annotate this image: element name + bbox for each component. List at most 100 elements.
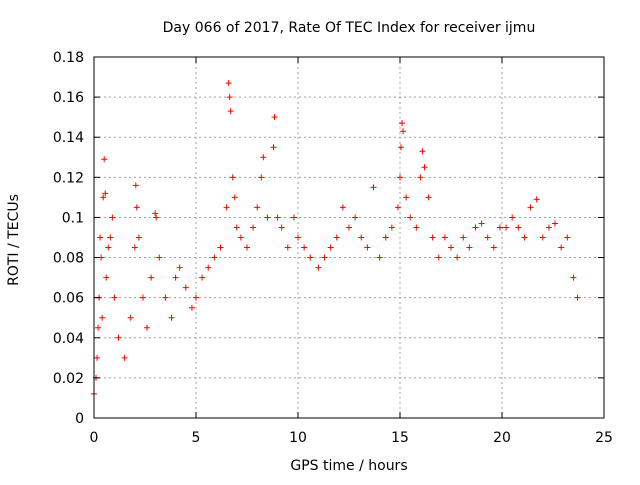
y-axis-title: ROTI / TECUs bbox=[6, 194, 22, 286]
data-point bbox=[264, 214, 271, 221]
data-point bbox=[121, 354, 128, 361]
data-point bbox=[421, 164, 428, 171]
data-point bbox=[558, 244, 565, 251]
x-tick-label: 10 bbox=[289, 430, 307, 446]
data-point bbox=[284, 244, 291, 251]
data-point bbox=[364, 244, 371, 251]
data-point bbox=[270, 144, 277, 151]
data-point bbox=[527, 204, 534, 211]
data-point bbox=[162, 294, 169, 301]
data-point bbox=[109, 214, 116, 221]
y-tick-label: 0.04 bbox=[53, 331, 84, 347]
data-point bbox=[103, 274, 110, 281]
data-point bbox=[307, 254, 314, 261]
data-point bbox=[99, 314, 106, 321]
data-point bbox=[139, 294, 146, 301]
data-point bbox=[425, 194, 432, 201]
data-point bbox=[132, 182, 139, 189]
data-point bbox=[398, 144, 405, 151]
x-tick-label: 25 bbox=[595, 430, 613, 446]
data-point bbox=[382, 234, 389, 241]
data-point bbox=[97, 234, 104, 241]
data-point bbox=[168, 314, 175, 321]
data-point bbox=[533, 196, 540, 203]
x-tick-label: 5 bbox=[192, 430, 201, 446]
data-point bbox=[429, 234, 436, 241]
y-tick-label: 0.06 bbox=[53, 291, 84, 307]
y-tick-label: 0.12 bbox=[53, 170, 84, 186]
data-point bbox=[403, 194, 410, 201]
y-tick-label: 0.16 bbox=[53, 90, 84, 106]
data-point bbox=[233, 224, 240, 231]
data-point bbox=[370, 184, 377, 191]
data-point bbox=[226, 94, 233, 101]
data-point bbox=[441, 234, 448, 241]
x-axis-title: GPS time / hours bbox=[290, 458, 407, 474]
y-tick-label: 0.02 bbox=[53, 371, 84, 387]
data-point bbox=[100, 194, 107, 201]
data-point bbox=[419, 148, 426, 155]
data-point bbox=[260, 154, 267, 161]
data-point bbox=[496, 224, 503, 231]
data-point bbox=[407, 214, 414, 221]
data-point bbox=[478, 220, 485, 227]
data-point bbox=[448, 244, 454, 251]
data-point bbox=[278, 224, 285, 231]
data-point bbox=[237, 234, 244, 241]
data-point bbox=[205, 264, 212, 271]
data-point bbox=[188, 304, 195, 311]
data-point bbox=[574, 294, 581, 301]
x-tick-label: 15 bbox=[391, 430, 409, 446]
data-point bbox=[148, 274, 155, 281]
data-point bbox=[153, 214, 160, 221]
data-point bbox=[290, 214, 297, 221]
data-point bbox=[515, 224, 522, 231]
data-point bbox=[229, 174, 236, 181]
data-point bbox=[545, 224, 552, 231]
data-point bbox=[315, 264, 322, 271]
data-point bbox=[172, 274, 179, 281]
data-point bbox=[244, 244, 250, 251]
data-point bbox=[156, 254, 163, 261]
data-point bbox=[570, 274, 577, 281]
y-tick-label: 0.18 bbox=[53, 50, 84, 66]
data-point bbox=[225, 80, 232, 87]
data-point bbox=[95, 324, 102, 331]
data-point bbox=[94, 354, 101, 361]
chart-title: Day 066 of 2017, Rate Of TEC Index for r… bbox=[163, 20, 536, 36]
data-point bbox=[413, 224, 420, 231]
data-point bbox=[509, 214, 516, 221]
plot-frame bbox=[93, 56, 605, 419]
data-point bbox=[101, 156, 108, 163]
data-point bbox=[231, 194, 238, 201]
data-point bbox=[152, 210, 159, 217]
data-points-layer bbox=[91, 80, 581, 397]
data-point bbox=[144, 324, 151, 331]
x-tick-label: 0 bbox=[90, 430, 99, 446]
data-point bbox=[460, 234, 467, 241]
data-point bbox=[394, 204, 401, 211]
data-point bbox=[346, 224, 352, 231]
data-point bbox=[358, 234, 365, 241]
data-point bbox=[399, 120, 406, 127]
data-point bbox=[271, 114, 278, 121]
data-point bbox=[131, 244, 138, 251]
data-point bbox=[105, 244, 112, 251]
data-point bbox=[466, 244, 473, 251]
data-point bbox=[193, 294, 199, 301]
data-point bbox=[472, 224, 479, 231]
y-tick-label: 0.1 bbox=[62, 210, 84, 226]
data-point bbox=[339, 204, 346, 211]
data-point bbox=[376, 254, 383, 261]
data-point bbox=[435, 254, 442, 261]
data-point bbox=[454, 254, 461, 261]
data-point bbox=[503, 224, 510, 231]
data-point bbox=[333, 234, 340, 241]
data-point bbox=[258, 174, 265, 181]
data-point bbox=[327, 244, 334, 251]
data-point bbox=[135, 234, 142, 241]
x-tick-label: 20 bbox=[493, 430, 511, 446]
data-point bbox=[388, 224, 395, 231]
data-point bbox=[484, 234, 491, 241]
